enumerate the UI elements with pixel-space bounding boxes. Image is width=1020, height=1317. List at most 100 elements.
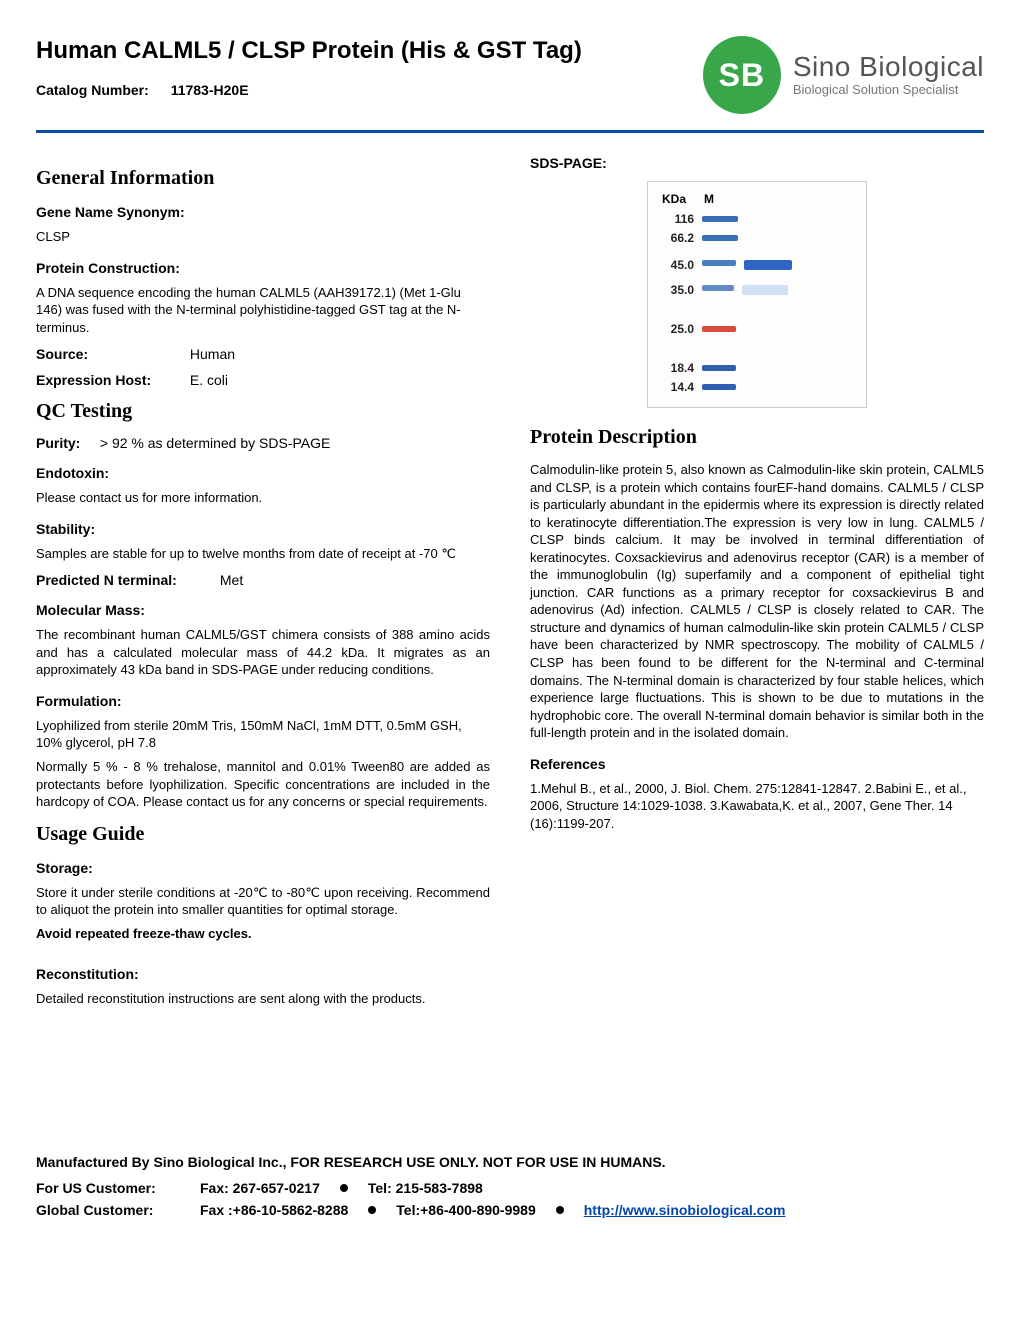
footer-us-fax: Fax: 267-657-0217 [200, 1180, 320, 1196]
usage-heading: Usage Guide [36, 823, 490, 846]
gel-row: 35.0 [660, 283, 854, 297]
predicted-n-value: Met [220, 572, 243, 588]
footer-us-tel: Tel: 215-583-7898 [368, 1180, 483, 1196]
gel-band-sample [742, 285, 788, 295]
expression-host-label: Expression Host: [36, 372, 186, 388]
gel-kda-label: 18.4 [660, 361, 694, 375]
gel-lane [702, 216, 738, 222]
gel-row: 66.2 [660, 231, 854, 245]
source-label: Source: [36, 346, 186, 362]
logo: SB Sino Biological Biological Solution S… [703, 36, 984, 114]
spacer [36, 1014, 984, 1134]
gel-kda-label: 66.2 [660, 231, 694, 245]
gel-band-marker [702, 326, 736, 332]
expression-host-value: E. coli [190, 372, 228, 388]
purity-value: > 92 % as determined by SDS-PAGE [100, 435, 330, 451]
expression-host-row: Expression Host: E. coli [36, 372, 490, 388]
logo-tagline: Biological Solution Specialist [793, 83, 984, 97]
general-info-heading: General Information [36, 167, 490, 190]
left-column: General Information Gene Name Synonym: C… [36, 155, 490, 1014]
gel-band-marker [702, 384, 736, 390]
source-value: Human [190, 346, 235, 362]
gel-row: 14.4 [660, 380, 854, 394]
footer-us-label: For US Customer: [36, 1180, 186, 1196]
gel-band-sample [744, 260, 792, 270]
gel-row: 116 [660, 212, 854, 226]
footer: Manufactured By Sino Biological Inc., FO… [0, 1154, 1020, 1252]
footer-global-row: Global Customer: Fax :+86-10-5862-8288 T… [36, 1202, 984, 1218]
protein-description-text: Calmodulin-like protein 5, also known as… [530, 461, 984, 742]
references-label: References [530, 756, 984, 772]
footer-us-row: For US Customer: Fax: 267-657-0217 Tel: … [36, 1180, 984, 1196]
catalog-label: Catalog Number: [36, 82, 149, 98]
footer-url-link[interactable]: http://www.sinobiological.com [584, 1202, 786, 1218]
gel-band-marker [702, 216, 738, 222]
gel-band-marker [702, 365, 736, 371]
gel-row: 45.0 [660, 258, 854, 272]
formulation-text-1: Lyophilized from sterile 20mM Tris, 150m… [36, 717, 490, 752]
gene-synonym-value: CLSP [36, 228, 490, 246]
header-left: Human CALML5 / CLSP Protein (His & GST T… [36, 36, 703, 118]
footer-line-1: Manufactured By Sino Biological Inc., FO… [36, 1154, 984, 1170]
formulation-text-2: Normally 5 % - 8 % trehalose, mannitol a… [36, 758, 490, 811]
protein-description-heading: Protein Description [530, 426, 984, 449]
page-title: Human CALML5 / CLSP Protein (His & GST T… [36, 36, 683, 66]
protein-construction-text: A DNA sequence encoding the human CALML5… [36, 284, 490, 337]
molecular-mass-text: The recombinant human CALML5/GST chimera… [36, 626, 490, 679]
formulation-label: Formulation: [36, 693, 490, 709]
source-row: Source: Human [36, 346, 490, 362]
protein-construction-label: Protein Construction: [36, 260, 490, 276]
endotoxin-text: Please contact us for more information. [36, 489, 490, 507]
storage-bold: Avoid repeated freeze-thaw cycles. [36, 925, 490, 943]
footer-global-fax: Fax :+86-10-5862-8288 [200, 1202, 348, 1218]
sds-page-gel: KDa M 116 66.2 45.0 35.0 25.0 18.4 14.4 [647, 181, 867, 408]
gel-lane [702, 326, 736, 332]
endotoxin-label: Endotoxin: [36, 465, 490, 481]
gel-kda-label: 45.0 [660, 258, 694, 272]
bullet-icon [368, 1206, 376, 1214]
gene-synonym-label: Gene Name Synonym: [36, 204, 490, 220]
reconstitution-text: Detailed reconstitution instructions are… [36, 990, 490, 1008]
references-text: 1.Mehul B., et al., 2000, J. Biol. Chem.… [530, 780, 984, 833]
gel-header-kda: KDa [662, 192, 686, 206]
footer-global-label: Global Customer: [36, 1202, 186, 1218]
gel-header-m: M [704, 192, 714, 206]
gel-kda-label: 35.0 [660, 283, 694, 297]
gel-kda-label: 14.4 [660, 380, 694, 394]
logo-badge-icon: SB [703, 36, 781, 114]
gel-kda-label: 116 [660, 212, 694, 226]
gel-header: KDa M [660, 192, 854, 206]
main-columns: General Information Gene Name Synonym: C… [36, 155, 984, 1014]
gel-lane [702, 235, 738, 241]
gel-lane [702, 384, 736, 390]
gel-band-marker [702, 235, 738, 241]
purity-label: Purity: [36, 435, 96, 451]
storage-label: Storage: [36, 860, 490, 876]
sds-page-label: SDS-PAGE: [530, 155, 984, 171]
catalog-line: Catalog Number: 11783-H20E [36, 82, 683, 98]
logo-name: Sino Biological [793, 52, 984, 83]
gel-lane [702, 285, 788, 295]
purity-row: Purity: > 92 % as determined by SDS-PAGE [36, 435, 490, 451]
qc-heading: QC Testing [36, 400, 490, 423]
reconstitution-label: Reconstitution: [36, 966, 490, 982]
gel-band-marker [702, 285, 734, 291]
gel-band-marker [702, 260, 736, 266]
molecular-mass-label: Molecular Mass: [36, 602, 490, 618]
catalog-value: 11783-H20E [171, 82, 249, 98]
gel-row: 18.4 [660, 361, 854, 375]
stability-text: Samples are stable for up to twelve mont… [36, 545, 490, 563]
header: Human CALML5 / CLSP Protein (His & GST T… [36, 36, 984, 118]
logo-text: Sino Biological Biological Solution Spec… [793, 52, 984, 97]
header-divider [36, 130, 984, 133]
right-column: SDS-PAGE: KDa M 116 66.2 45.0 35.0 25.0 18.4 1… [530, 155, 984, 1014]
bullet-icon [340, 1184, 348, 1192]
storage-text: Store it under sterile conditions at -20… [36, 884, 490, 919]
gel-lane [702, 260, 792, 270]
footer-global-tel: Tel:+86-400-890-9989 [396, 1202, 535, 1218]
gel-kda-label: 25.0 [660, 322, 694, 336]
bullet-icon [556, 1206, 564, 1214]
predicted-n-row: Predicted N terminal: Met [36, 572, 490, 588]
gel-lane [702, 365, 736, 371]
stability-label: Stability: [36, 521, 490, 537]
